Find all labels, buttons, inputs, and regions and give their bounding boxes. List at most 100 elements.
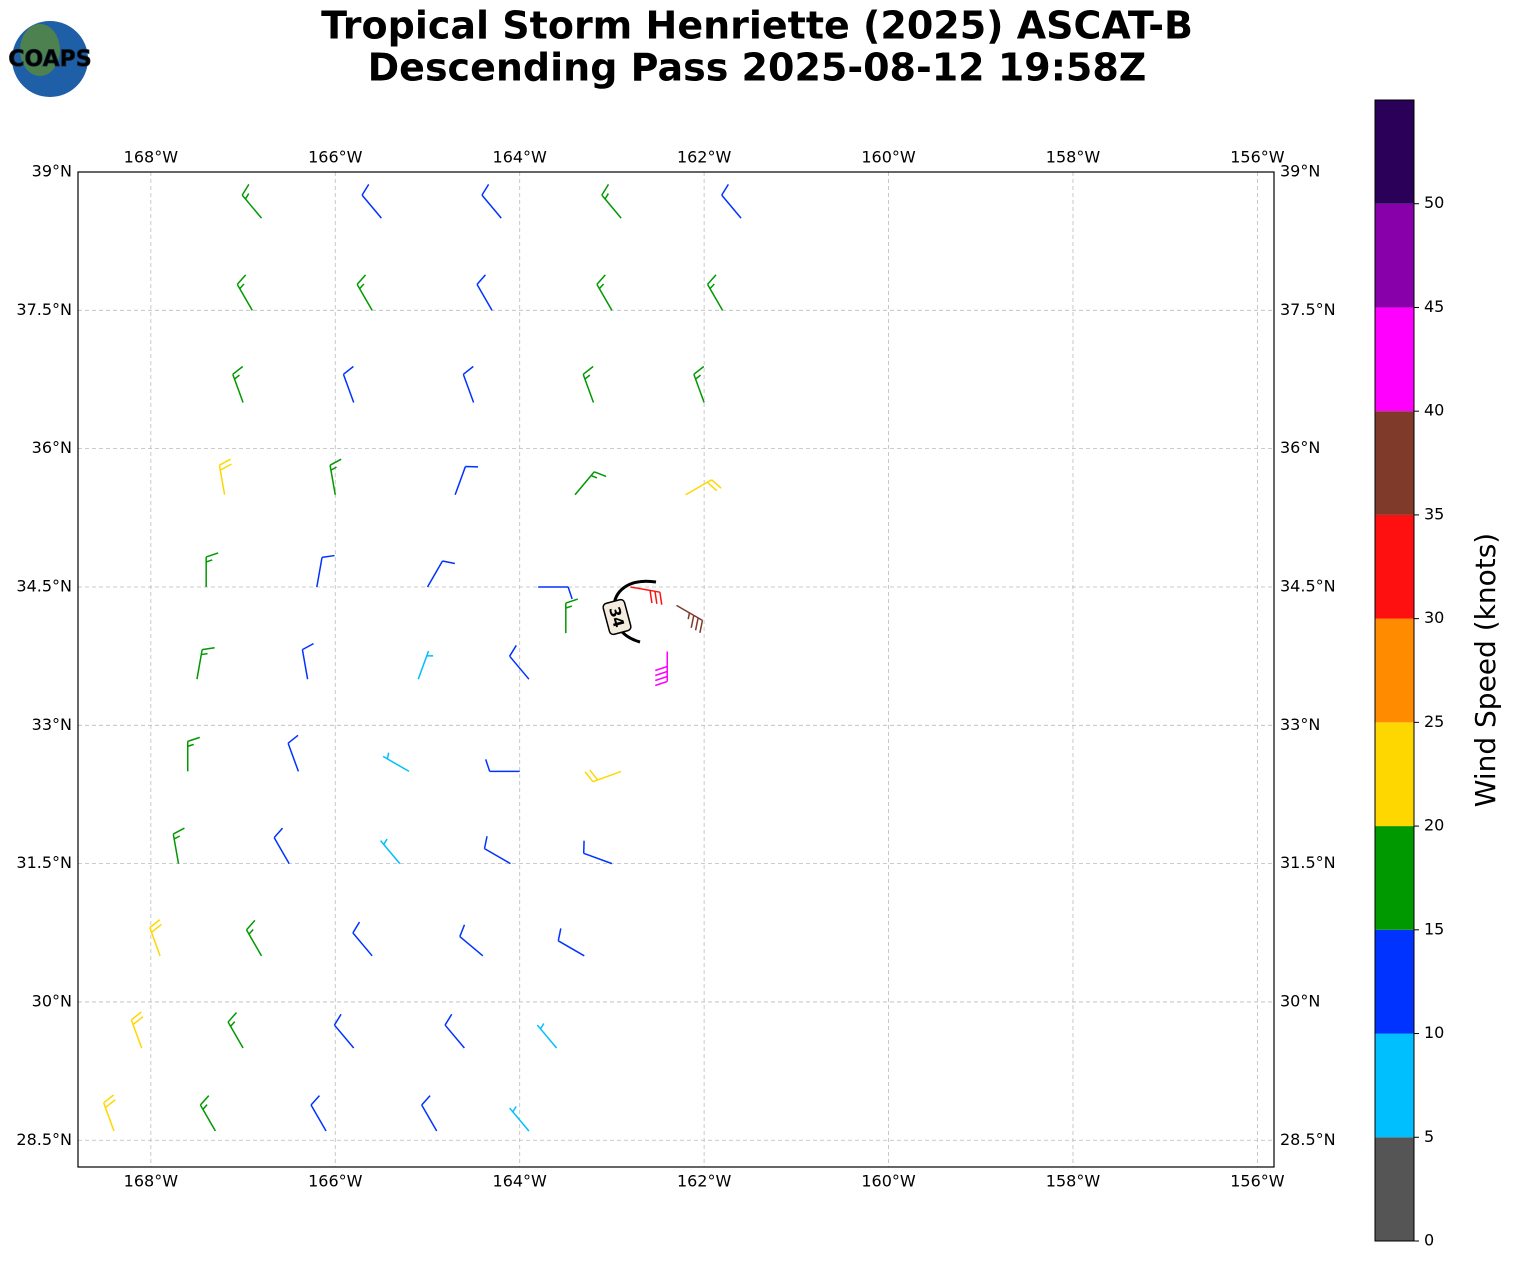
logo: COAPS: [8, 21, 92, 97]
wind-barb: [426, 560, 456, 588]
colorbar-tick-label: 10: [1424, 1023, 1444, 1042]
y-tick-label-left: 36°N: [32, 438, 72, 457]
x-tick-label-bottom: 164°W: [493, 1172, 548, 1191]
wind-barb: [352, 921, 373, 957]
wind-barb: [301, 642, 314, 680]
colorbar-segment: [1375, 826, 1414, 930]
wind-barb: [536, 1023, 558, 1049]
x-tick-label-top: 160°W: [861, 148, 916, 167]
wind-barb: [227, 1012, 244, 1049]
y-tick-label-left: 39°N: [32, 162, 72, 181]
wind-barb: [287, 734, 300, 772]
wind-barb: [565, 598, 579, 634]
wind-barb: [454, 465, 479, 496]
plot-frame: [77, 171, 1275, 1168]
y-tick-label-right: 30°N: [1280, 991, 1320, 1010]
wind-barb: [676, 604, 704, 633]
wind-barb: [205, 552, 219, 587]
x-tick-label-bottom: 162°W: [677, 1172, 732, 1191]
wind-barb: [232, 365, 244, 403]
wind-barb: [476, 274, 493, 311]
x-tick-label-bottom: 160°W: [861, 1172, 916, 1191]
y-tick-label-left: 28.5°N: [16, 1130, 72, 1149]
wind-barb: [508, 645, 530, 680]
colorbar-segment: [1375, 411, 1414, 515]
wind-barb: [459, 924, 484, 957]
wind-barb: [538, 586, 573, 600]
x-tick-label-top: 166°W: [308, 148, 363, 167]
wind-barb: [310, 1095, 327, 1132]
wind-barb: [421, 1095, 438, 1132]
wind-barb: [382, 752, 410, 773]
wind-barb: [582, 365, 595, 403]
wind-barb: [483, 836, 511, 865]
x-tick-label-bottom: 166°W: [308, 1172, 363, 1191]
logo-land: [20, 24, 60, 76]
barbs: [102, 183, 742, 1132]
colorbar-segment: [1375, 514, 1414, 619]
y-tick-label-right: 31.5°N: [1280, 853, 1336, 872]
x-tick-label-top: 168°W: [124, 148, 179, 167]
y-tick-label-left: 31.5°N: [16, 853, 72, 872]
wind-barb: [196, 647, 215, 680]
colorbar-segment: [1375, 203, 1414, 308]
wind-barb: [462, 365, 475, 403]
wind-barb: [484, 759, 520, 773]
colorbar-tick-label: 15: [1424, 919, 1444, 938]
wind-barb: [601, 183, 622, 219]
wind-barb: [584, 769, 622, 783]
wind-barb: [149, 919, 162, 957]
wind-barb: [218, 458, 232, 495]
colorbar-tick-label: 20: [1424, 816, 1444, 835]
wind-barb: [316, 554, 335, 588]
wind-barb: [630, 586, 663, 605]
wind-barb: [582, 840, 613, 865]
contour-label-box: [602, 598, 632, 636]
tick-labels: 168°W 168°W 166°W 166°W 164°W 164°W 162°W 162°W…: [16, 148, 1335, 1191]
colorbar-segment: [1375, 618, 1414, 723]
colorbar-segment: [1375, 722, 1414, 827]
x-tick-label-top: 156°W: [1230, 148, 1285, 167]
y-tick-label-left: 34.5°N: [16, 576, 72, 595]
wind-barb: [273, 827, 290, 864]
colorbar-tick-label: 30: [1424, 608, 1444, 627]
colorbar-segment: [1375, 100, 1414, 204]
x-tick-label-top: 158°W: [1046, 148, 1101, 167]
wind-barb: [481, 183, 502, 219]
y-tick-label-left: 37.5°N: [16, 300, 72, 319]
wind-barb: [685, 479, 722, 496]
wind-barb: [236, 274, 253, 311]
wind-barb: [333, 1013, 355, 1049]
logo-text: COAPS: [8, 47, 91, 72]
wind-barb: [329, 458, 342, 495]
colorbar-tick-label: 45: [1424, 297, 1444, 316]
wind-barb: [245, 919, 263, 957]
colorbar-segment: [1375, 307, 1414, 412]
y-tick-label-right: 37.5°N: [1280, 300, 1336, 319]
x-tick-label-bottom: 158°W: [1046, 1172, 1101, 1191]
wind-barb: [342, 365, 355, 403]
colorbar-segment: [1375, 1137, 1414, 1241]
colorbar-tick-label: 50: [1424, 193, 1444, 212]
contour: 34: [602, 579, 657, 644]
wind-barb: [186, 736, 200, 772]
colorbar-segment: [1375, 929, 1414, 1034]
x-tick-label-bottom: 156°W: [1230, 1172, 1285, 1191]
wind-barb: [102, 1094, 116, 1132]
wind-barb: [706, 274, 724, 311]
colorbar-label: Wind Speed (knots): [1469, 533, 1502, 807]
y-tick-label-right: 28.5°N: [1280, 1130, 1336, 1149]
x-tick-label-top: 164°W: [493, 148, 548, 167]
wind-barb: [172, 827, 185, 864]
wind-barb: [444, 1013, 465, 1049]
y-tick-label-left: 33°N: [32, 715, 72, 734]
wind-barb: [721, 183, 742, 219]
title-line-1: Tropical Storm Henriette (2025) ASCAT-B: [321, 4, 1193, 48]
wind-barb: [417, 650, 434, 680]
y-tick-label-right: 36°N: [1280, 438, 1320, 457]
wind-barb: [557, 928, 585, 957]
title-line-2: Descending Pass 2025-08-12 19:58Z: [368, 46, 1147, 90]
